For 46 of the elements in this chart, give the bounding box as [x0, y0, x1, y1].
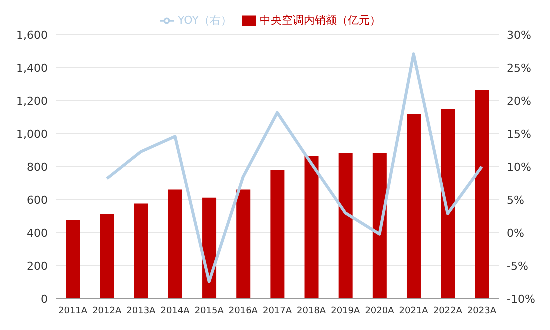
x-tick-label: 2011A	[58, 306, 88, 316]
y-tick-label: 1,200	[16, 94, 48, 108]
y2-tick-label: -10%	[507, 292, 536, 306]
x-tick-label: 2021A	[399, 306, 430, 316]
x-tick-label: 2015A	[194, 306, 225, 316]
bar	[304, 156, 319, 299]
x-tick-label: 2013A	[126, 306, 157, 316]
y2-tick-label: -5%	[507, 260, 528, 273]
legend-label: YOY（右）	[178, 14, 232, 27]
y2-tick-label: 0%	[507, 226, 524, 240]
y-tick-label: 1,600	[16, 28, 48, 42]
y2-tick-label: 25%	[507, 62, 532, 75]
x-tick-label: 2020A	[365, 306, 396, 316]
y-tick-label: 1,400	[16, 62, 48, 75]
y2-tick-label: 5%	[507, 194, 524, 207]
y2-tick-label: 20%	[507, 94, 532, 108]
y2-tick-label: 15%	[507, 128, 532, 141]
x-tick-label: 2018A	[297, 306, 327, 316]
bar	[372, 153, 387, 299]
y2-tick-label: 10%	[507, 160, 532, 174]
x-tick-label: 2017A	[262, 306, 293, 316]
y-tick-label: 0	[41, 292, 48, 306]
legend-label: 中央空调内销额（亿元）	[260, 14, 381, 27]
y-tick-label: 600	[27, 194, 48, 207]
bar	[406, 114, 421, 299]
bar	[441, 109, 456, 299]
y-tick-label: 400	[27, 226, 48, 240]
x-tick-label: 2012A	[92, 306, 122, 316]
bar	[66, 220, 80, 299]
bar	[236, 190, 251, 299]
bar	[168, 190, 182, 299]
bar	[100, 214, 114, 299]
bar	[270, 170, 285, 299]
x-tick-label: 2016A	[228, 306, 259, 316]
bar	[475, 90, 490, 299]
y2-tick-label: 30%	[507, 28, 532, 42]
bar	[338, 152, 353, 299]
x-tick-label: 2014A	[160, 306, 191, 316]
bar	[134, 204, 148, 299]
x-tick-label: 2023A	[467, 306, 498, 316]
y-tick-label: 1,000	[16, 128, 48, 141]
y-tick-label: 800	[27, 160, 48, 174]
y-tick-label: 200	[27, 260, 48, 273]
x-tick-label: 2019A	[331, 306, 362, 316]
x-tick-label: 2022A	[433, 306, 464, 316]
line-series	[106, 52, 484, 284]
